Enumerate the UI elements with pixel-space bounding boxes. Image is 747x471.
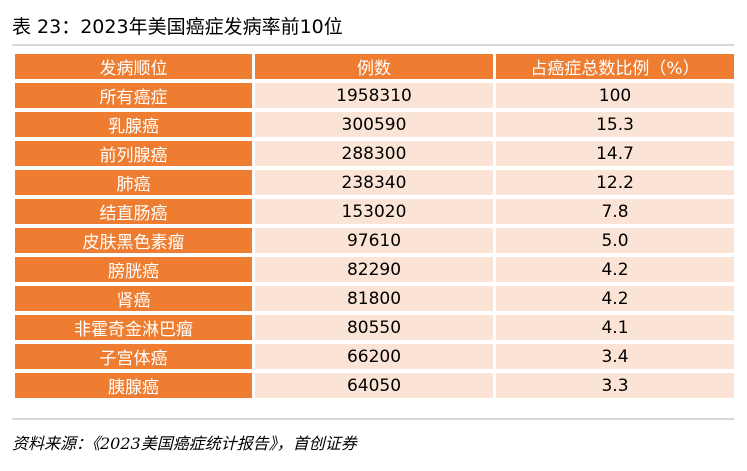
row-cases: 66200 — [255, 344, 493, 369]
row-cases: 238340 — [255, 170, 493, 195]
table-row: 结直肠癌 153020 7.8 — [15, 199, 734, 224]
row-proportion: 5.0 — [496, 228, 734, 253]
row-cancer-type: 乳腺癌 — [15, 112, 252, 137]
table-row: 前列腺癌 288300 14.7 — [15, 141, 734, 166]
source-note: 资料来源：《2023美国癌症统计报告》，首创证券 — [12, 434, 357, 453]
table-header-row: 发病顺位 例数 占癌症总数比例（%） — [15, 54, 734, 79]
row-proportion: 4.2 — [496, 286, 734, 311]
row-proportion: 14.7 — [496, 141, 734, 166]
row-proportion: 3.4 — [496, 344, 734, 369]
row-cases: 97610 — [255, 228, 493, 253]
table-row: 膀胱癌 82290 4.2 — [15, 257, 734, 282]
row-cancer-type: 非霍奇金淋巴瘤 — [15, 315, 252, 340]
bottom-divider — [12, 418, 734, 420]
row-proportion: 100 — [496, 83, 734, 108]
table-row: 皮肤黑色素瘤 97610 5.0 — [15, 228, 734, 253]
table-row: 胰腺癌 64050 3.3 — [15, 373, 734, 398]
header-proportion: 占癌症总数比例（%） — [496, 54, 734, 79]
row-cases: 64050 — [255, 373, 493, 398]
row-proportion: 7.8 — [496, 199, 734, 224]
row-cases: 82290 — [255, 257, 493, 282]
row-cancer-type: 肺癌 — [15, 170, 252, 195]
header-rank: 发病顺位 — [15, 54, 252, 79]
row-proportion: 12.2 — [496, 170, 734, 195]
table-row: 非霍奇金淋巴瘤 80550 4.1 — [15, 315, 734, 340]
row-cases: 153020 — [255, 199, 493, 224]
row-cases: 81800 — [255, 286, 493, 311]
table-row: 所有癌症 1958310 100 — [15, 83, 734, 108]
row-cancer-type: 结直肠癌 — [15, 199, 252, 224]
row-cancer-type: 膀胱癌 — [15, 257, 252, 282]
row-cancer-type: 皮肤黑色素瘤 — [15, 228, 252, 253]
row-cases: 80550 — [255, 315, 493, 340]
row-proportion: 4.1 — [496, 315, 734, 340]
table-row: 乳腺癌 300590 15.3 — [15, 112, 734, 137]
header-cases: 例数 — [255, 54, 493, 79]
row-proportion: 4.2 — [496, 257, 734, 282]
table-title: 表 23：2023年美国癌症发病率前10位 — [12, 16, 343, 38]
row-cancer-type: 前列腺癌 — [15, 141, 252, 166]
row-cases: 300590 — [255, 112, 493, 137]
row-proportion: 3.3 — [496, 373, 734, 398]
row-cases: 1958310 — [255, 83, 493, 108]
row-cancer-type: 所有癌症 — [15, 83, 252, 108]
table-row: 肾癌 81800 4.2 — [15, 286, 734, 311]
top-divider — [12, 44, 734, 46]
table-row: 子宫体癌 66200 3.4 — [15, 344, 734, 369]
row-cancer-type: 肾癌 — [15, 286, 252, 311]
cancer-incidence-table: 发病顺位 例数 占癌症总数比例（%） 所有癌症 1958310 100 乳腺癌 … — [12, 50, 737, 402]
row-proportion: 15.3 — [496, 112, 734, 137]
row-cancer-type: 子宫体癌 — [15, 344, 252, 369]
table-row: 肺癌 238340 12.2 — [15, 170, 734, 195]
row-cases: 288300 — [255, 141, 493, 166]
row-cancer-type: 胰腺癌 — [15, 373, 252, 398]
